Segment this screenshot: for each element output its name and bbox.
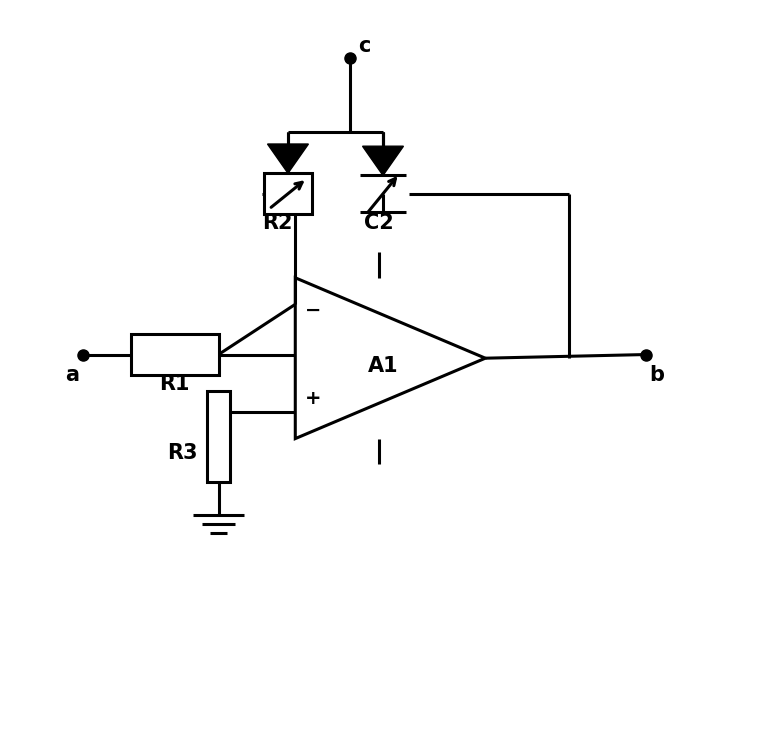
- Text: a: a: [65, 365, 80, 385]
- Text: −: −: [306, 301, 322, 320]
- Polygon shape: [267, 144, 309, 173]
- Bar: [264, 173, 312, 214]
- Text: c: c: [358, 36, 371, 56]
- Text: R1: R1: [159, 374, 190, 394]
- Text: b: b: [650, 365, 665, 385]
- Text: R3: R3: [167, 443, 197, 463]
- Bar: [207, 391, 231, 482]
- Text: +: +: [306, 389, 322, 408]
- Text: A1: A1: [368, 355, 398, 376]
- Polygon shape: [362, 146, 404, 175]
- Text: C2: C2: [365, 213, 394, 233]
- Text: R2: R2: [262, 213, 293, 233]
- Bar: [131, 334, 218, 375]
